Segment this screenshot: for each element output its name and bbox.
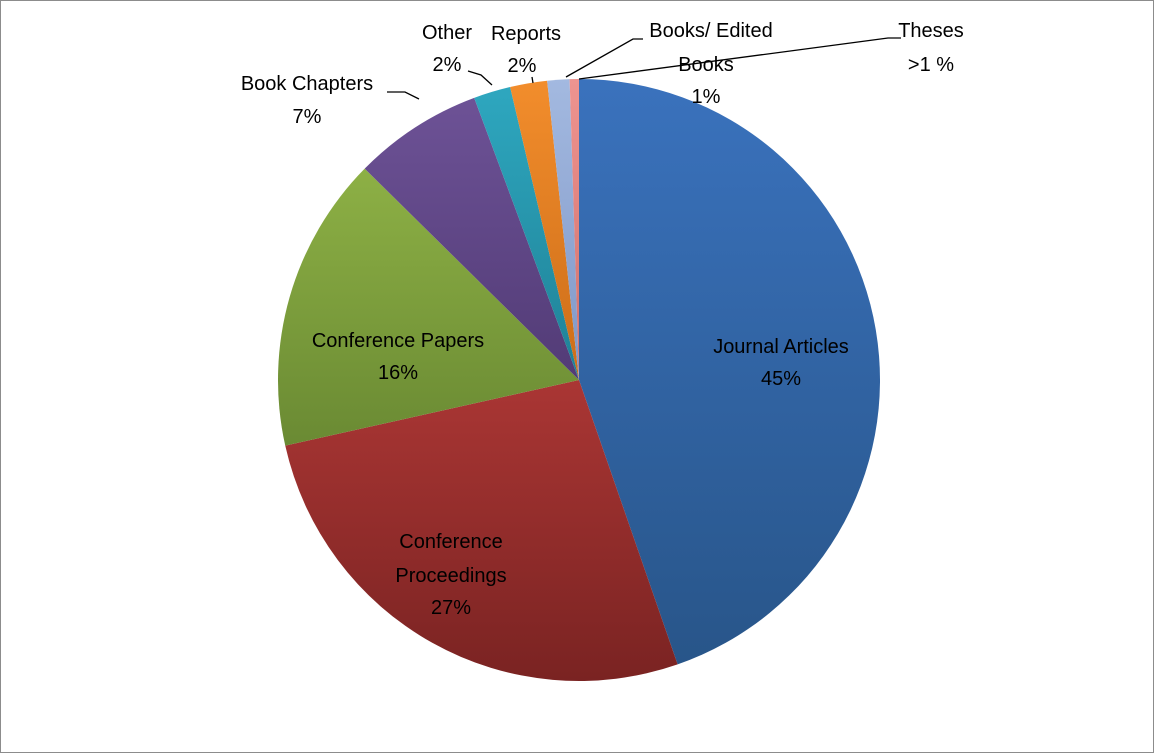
- pie-slice-reports: [510, 80, 579, 381]
- pie-slice-conference-proceedings: [285, 380, 678, 681]
- data-label-category-conference-papers: Conference Papers: [312, 330, 484, 352]
- data-label-value-conference-proceedings: 27%: [431, 597, 471, 619]
- data-label-value-reports: 2%: [508, 55, 537, 77]
- data-label-value-journal-articles: 45%: [761, 368, 801, 390]
- leader-line-book-chapters: [387, 91, 420, 100]
- data-label-category-journal-articles: Journal Articles: [713, 336, 849, 358]
- data-label-value-book-chapters: 7%: [293, 106, 322, 128]
- data-label-category-conference-proceedings: Conference: [399, 531, 502, 553]
- data-label-value-other: 2%: [433, 54, 462, 76]
- data-label-category-reports: Reports: [491, 23, 561, 45]
- pie-slice-book-chapters: [364, 97, 579, 381]
- data-label-value-books-edited-books: 1%: [692, 86, 721, 108]
- pie-slice-theses: [569, 79, 579, 380]
- data-label-category-theses: Theses: [898, 20, 964, 42]
- pie-slice-books-edited-books: [547, 79, 579, 380]
- data-label-value-theses: >1 %: [908, 54, 954, 76]
- leader-line-books-edited-books: [565, 38, 643, 78]
- data-label-category-other: Other: [422, 22, 472, 44]
- data-label-value-conference-papers: 16%: [378, 362, 418, 384]
- leader-line-other: [467, 70, 493, 86]
- pie-slice-other: [474, 86, 579, 381]
- pie-slice-conference-papers: [278, 168, 579, 446]
- leader-line-reports: [531, 76, 534, 84]
- data-label-category-books-edited-books-line2: Books: [678, 54, 734, 76]
- data-label-category-book-chapters: Book Chapters: [241, 73, 373, 95]
- leader-line-theses: [578, 37, 901, 80]
- pie-slice-journal-articles: [579, 79, 880, 665]
- data-label-category-books-edited-books: Books/ Edited: [649, 20, 772, 42]
- data-label-category-conference-proceedings-line2: Proceedings: [395, 565, 506, 587]
